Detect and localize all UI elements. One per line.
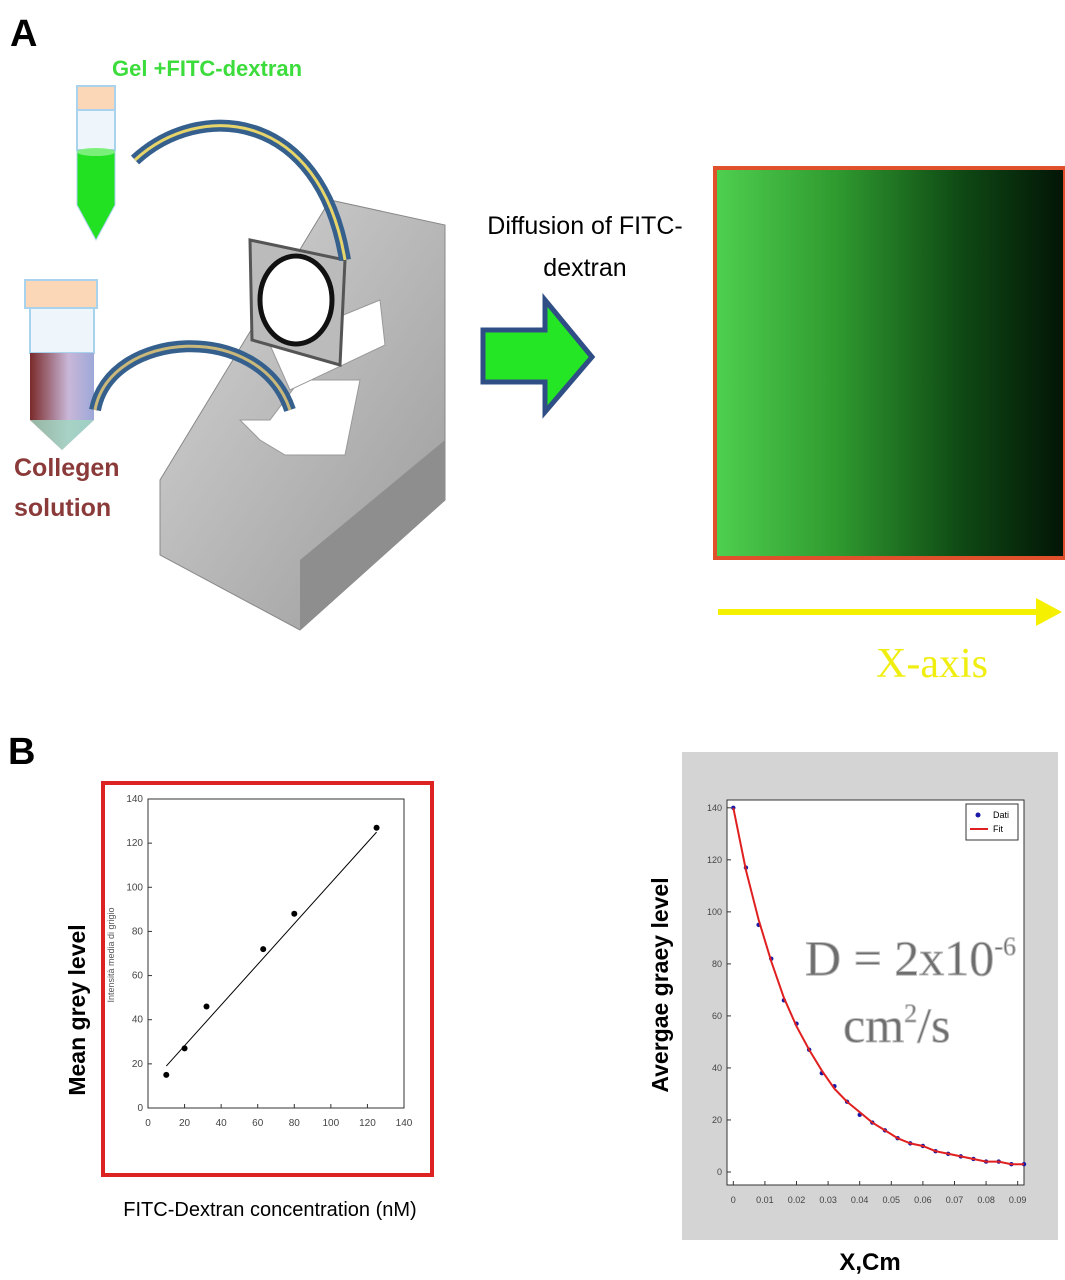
data-point: [374, 825, 380, 831]
annotation-text: cm: [843, 997, 904, 1053]
legend-label: Dati: [993, 810, 1009, 820]
diffusion-label: dextran: [543, 254, 626, 282]
annotation-exponent: 2: [904, 999, 917, 1028]
collagen-label: Collegen: [14, 454, 120, 482]
annotation-text: D = 2x10: [805, 930, 994, 986]
x-axis-label: FITC-Dextran concentration (nM): [123, 1199, 416, 1221]
annotation: cm2/s: [843, 997, 950, 1053]
x-tick-label: 0.04: [851, 1195, 869, 1205]
panel-label: B: [8, 731, 35, 773]
y-axis-label: Avergae graey level: [647, 877, 673, 1092]
annotation-exponent: -6: [994, 932, 1016, 961]
y-tick-label: 0: [717, 1167, 722, 1177]
data-point: [291, 911, 297, 917]
x-tick-label: 140: [396, 1118, 413, 1129]
collagen-label: solution: [14, 494, 111, 522]
figure-canvas: A Gel +FITC-dextran Collegen solution Di…: [0, 0, 1065, 1280]
x-tick-label: 40: [216, 1118, 228, 1129]
big-arrow: [483, 300, 592, 412]
x-tick-label: 0.07: [946, 1195, 964, 1205]
y-tick-label: 20: [132, 1059, 144, 1070]
legend-marker: [976, 813, 981, 818]
y-tick-label: 40: [132, 1015, 144, 1026]
legend-label: Fit: [993, 824, 1003, 834]
y-tick-label: 40: [712, 1063, 722, 1073]
data-point: [260, 946, 266, 952]
legend-box: [966, 804, 1018, 840]
y-tick-label: 60: [712, 1011, 722, 1021]
x-axis-label: X-axis: [876, 641, 988, 687]
holder: [160, 200, 445, 630]
figure: A Gel +FITC-dextran Collegen solution Di…: [0, 0, 1065, 1280]
x-tick-label: 0.03: [819, 1195, 837, 1205]
y-tick-label: 20: [712, 1115, 722, 1125]
panel-label: A: [10, 13, 37, 55]
tube-gel: [77, 86, 115, 240]
gel-image: [715, 168, 1065, 558]
gel-label: Gel +FITC-dextran: [112, 56, 302, 81]
data-point: [163, 1072, 169, 1078]
y-tick-label: 120: [126, 838, 143, 849]
x-tick-label: 0.09: [1009, 1195, 1027, 1205]
x-tick-label: 0.05: [883, 1195, 901, 1205]
x-tick-label: 0.06: [914, 1195, 932, 1205]
y-axis-label: Mean grey level: [64, 924, 90, 1095]
y-tick-label: 0: [137, 1103, 143, 1114]
x-tick-label: 0.02: [788, 1195, 806, 1205]
y-tick-label: 80: [132, 926, 144, 937]
x-tick-label: 20: [179, 1118, 191, 1129]
data-point: [182, 1045, 188, 1051]
y-tick-label: 140: [707, 803, 722, 813]
plot-area: [148, 799, 404, 1108]
x-tick-label: 0.01: [756, 1195, 774, 1205]
y-tick-label: 100: [707, 907, 722, 917]
x-tick-label: 100: [323, 1118, 340, 1129]
tube-collagen: [25, 280, 97, 450]
data-point: [204, 1003, 210, 1009]
diffusion-label: Diffusion of FITC-: [487, 212, 682, 240]
annotation: D = 2x10-6: [805, 930, 1016, 986]
y-tick-label: 60: [132, 971, 144, 982]
x-tick-label: 120: [359, 1118, 376, 1129]
y-tick-label: 100: [126, 882, 143, 893]
y-tick-label: 140: [126, 794, 143, 805]
x-tick-label: 0.08: [977, 1195, 995, 1205]
inner-y-label: Intensità media di grigio: [106, 907, 116, 1002]
x-tick-label: 60: [252, 1118, 264, 1129]
y-tick-label: 80: [712, 959, 722, 969]
x-tick-label: 0: [731, 1195, 736, 1205]
y-tick-label: 120: [707, 855, 722, 865]
x-axis-arrowhead: [1036, 598, 1062, 626]
x-axis-label: X,Cm: [839, 1249, 900, 1276]
annotation-text: /s: [917, 997, 950, 1053]
x-tick-label: 0: [145, 1118, 151, 1129]
x-tick-label: 80: [289, 1118, 301, 1129]
plot-area: [727, 800, 1024, 1185]
